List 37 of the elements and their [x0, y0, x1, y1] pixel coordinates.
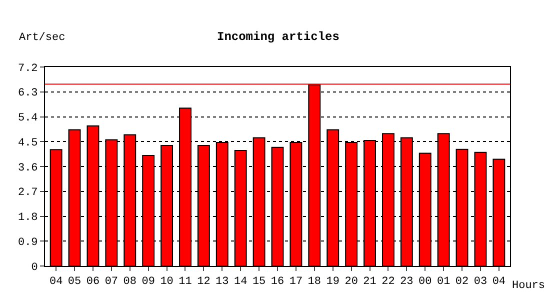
y-tick-label: 3.6: [18, 162, 38, 174]
x-tick-label: 08: [123, 276, 136, 288]
y-tick-label: 5.4: [18, 112, 38, 125]
x-tick-label: 10: [160, 276, 174, 288]
x-tick-label: 04: [49, 276, 64, 288]
x-tick-label: 12: [197, 276, 210, 288]
x-tick-label: 06: [86, 276, 100, 288]
x-tick-label: 16: [270, 276, 284, 288]
y-tick-label: 7.2: [18, 62, 38, 75]
y-tick-label: 1.8: [18, 212, 38, 224]
x-tick-label: 04: [492, 276, 506, 288]
x-tick-label: 23: [400, 276, 414, 288]
x-tick-label: 14: [234, 276, 248, 288]
y-tick-label: 2.7: [18, 187, 38, 200]
y-tick-label: 6.3: [18, 88, 38, 100]
x-tick-label: 02: [455, 276, 469, 288]
x-tick-label: 15: [252, 276, 266, 288]
x-tick-label: 21: [363, 276, 377, 288]
x-tick-label: 03: [474, 276, 488, 288]
y-tick-label: 4.5: [18, 137, 38, 150]
y-tick-label: 0.9: [18, 236, 38, 249]
x-tick-label: 22: [382, 276, 395, 288]
x-tick-label: 20: [344, 276, 358, 288]
x-tick-label: 19: [326, 276, 340, 288]
x-tick-label: 07: [104, 276, 118, 288]
y-tick-label: 0: [31, 262, 38, 274]
x-tick-label: 17: [289, 276, 303, 288]
x-tick-label: 01: [436, 276, 451, 288]
x-axis-title: Hours: [512, 280, 546, 292]
x-tick-label: 00: [418, 276, 432, 288]
x-tick-label: 13: [216, 276, 229, 288]
y-axis-title: Art/sec: [19, 32, 66, 44]
x-tick-label: 18: [308, 276, 321, 288]
x-tick-label: 11: [178, 276, 192, 288]
x-tick-label: 09: [142, 276, 155, 288]
chart-title: Incoming articles: [217, 30, 340, 44]
x-tick-label: 05: [68, 276, 82, 288]
